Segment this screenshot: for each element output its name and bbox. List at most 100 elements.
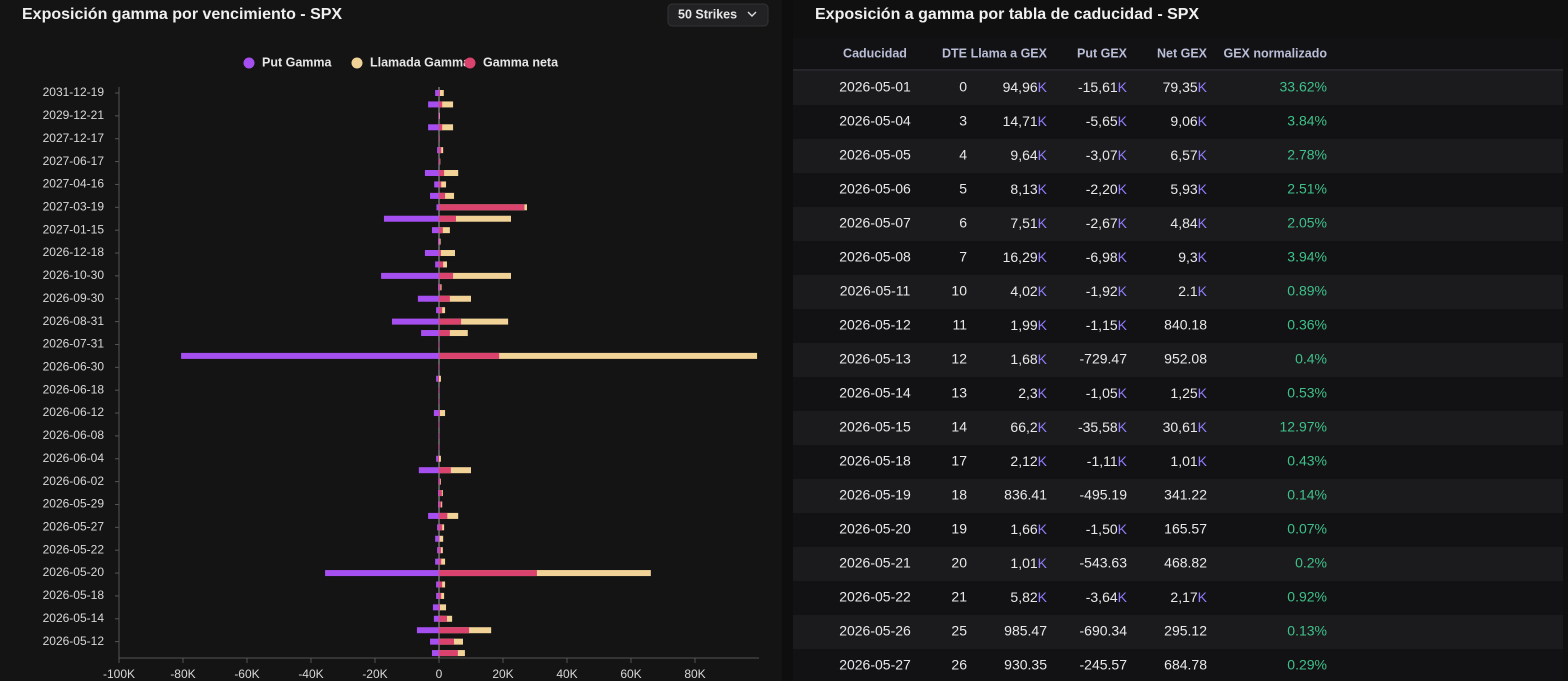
bar xyxy=(439,455,441,462)
bar xyxy=(432,604,439,611)
bar xyxy=(438,135,440,142)
bar xyxy=(437,147,439,154)
cell-value: 2,12 xyxy=(1010,453,1037,469)
bar xyxy=(438,158,440,165)
table-cell: 66,2K xyxy=(1010,419,1047,435)
table-cell: 94,96K xyxy=(1003,79,1048,95)
table-cell: 5 xyxy=(959,181,967,197)
cell-unit: K xyxy=(1118,283,1128,299)
table-cell: 0.36% xyxy=(1287,317,1327,333)
bar xyxy=(439,318,509,325)
cell-unit: K xyxy=(1118,249,1128,265)
table-row xyxy=(793,241,1563,275)
bar xyxy=(439,352,500,359)
table-cell: 13 xyxy=(951,385,967,401)
table-cell: 18 xyxy=(951,487,967,503)
strikes-dropdown[interactable] xyxy=(667,3,769,27)
cell-unit: K xyxy=(1038,521,1048,537)
bar xyxy=(438,421,440,428)
bar xyxy=(439,192,446,199)
bar xyxy=(428,124,439,131)
table-cell: 0.07% xyxy=(1287,521,1327,537)
cell-unit: K xyxy=(1198,283,1208,299)
bar xyxy=(435,535,439,542)
bar xyxy=(439,490,442,497)
table-cell: 0.4% xyxy=(1295,351,1327,367)
table-cell: 12.97% xyxy=(1280,419,1327,435)
bar xyxy=(438,364,440,371)
table-cell: 2,17K xyxy=(1170,589,1207,605)
table-cell: 0.13% xyxy=(1287,623,1327,639)
table-rows: 2026-05-01 0 94,96K -15,61K 79,35K 33.62%2026… xyxy=(793,71,1563,681)
cell-value: -35,58 xyxy=(1078,419,1118,435)
table-cell: -245.57 xyxy=(1080,657,1128,673)
cell-unit: K xyxy=(1038,453,1048,469)
cell-value: 9,64 xyxy=(1010,147,1037,163)
cell-value: -2,67 xyxy=(1086,215,1118,231)
table-row xyxy=(793,547,1563,581)
bar xyxy=(439,181,442,188)
table-cell: 0.29% xyxy=(1287,657,1327,673)
y-tick-label: 2026-07-31 xyxy=(43,337,105,351)
bar xyxy=(383,215,439,222)
cell-value: 8,13 xyxy=(1010,181,1037,197)
table-cell: 2026-05-27 xyxy=(839,657,911,673)
table-row xyxy=(793,309,1563,343)
bar xyxy=(439,295,450,302)
table-cell: 20 xyxy=(951,555,967,571)
bar xyxy=(439,627,470,634)
y-tick-label: 2026-05-29 xyxy=(43,497,105,511)
table-cell: 0 xyxy=(959,79,967,95)
bar xyxy=(436,592,439,599)
table-cell: 33.62% xyxy=(1280,79,1327,95)
bar xyxy=(439,524,443,531)
x-tick-label: 80K xyxy=(684,667,705,681)
table-cell: 9,3K xyxy=(1178,249,1207,265)
cell-unit: K xyxy=(1038,385,1048,401)
cell-value: 2.1 xyxy=(1178,283,1198,299)
strikes-label[interactable]: 50 Strikes xyxy=(678,7,737,21)
bar xyxy=(436,307,439,314)
cell-unit: K xyxy=(1118,385,1128,401)
bar xyxy=(439,204,525,211)
bar xyxy=(438,375,439,382)
table-cell: 2026-05-04 xyxy=(839,113,911,129)
cell-unit: K xyxy=(1038,317,1048,333)
bar xyxy=(437,524,439,531)
bar xyxy=(430,638,439,645)
table-cell: 985.47 xyxy=(1004,623,1047,639)
bar xyxy=(439,90,444,96)
cell-unit: K xyxy=(1118,521,1128,537)
bar xyxy=(439,215,511,222)
cell-value: 1,25 xyxy=(1170,385,1197,401)
table-row xyxy=(793,275,1563,309)
cell-value: -1,11 xyxy=(1087,453,1118,469)
table-cell: 6 xyxy=(959,215,967,231)
table-cell: -495.19 xyxy=(1080,487,1128,503)
table-row xyxy=(793,139,1563,173)
bar xyxy=(439,410,440,417)
cell-unit: K xyxy=(1038,283,1048,299)
column-header: Net GEX xyxy=(1157,46,1208,60)
bar xyxy=(439,341,440,348)
table-cell: 7,51K xyxy=(1010,215,1047,231)
bar xyxy=(325,570,439,577)
bar xyxy=(439,112,440,119)
cell-value: 1,01 xyxy=(1170,453,1197,469)
bar xyxy=(439,364,440,371)
bar xyxy=(439,261,444,268)
table-cell: 2026-05-07 xyxy=(839,215,911,231)
table-cell: -1,05K xyxy=(1086,385,1128,401)
bar xyxy=(439,650,458,657)
bar xyxy=(439,581,443,588)
bar xyxy=(181,352,439,359)
table-cell: 2026-05-01 xyxy=(839,79,911,95)
table-cell: 9,64K xyxy=(1010,147,1047,163)
bar xyxy=(437,547,439,554)
table-cell: 2026-05-11 xyxy=(840,283,911,299)
bar xyxy=(439,535,440,542)
x-tick-label: -20K xyxy=(362,667,387,681)
table-cell: 0.43% xyxy=(1287,453,1327,469)
bar xyxy=(438,387,440,394)
x-tick-label: -100K xyxy=(103,667,135,681)
